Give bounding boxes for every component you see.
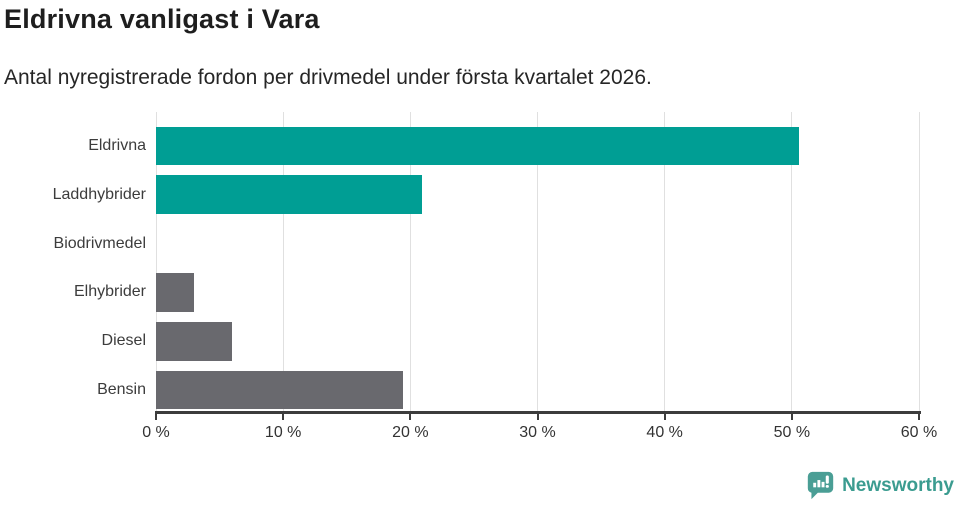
gridline [537,112,538,413]
category-label: Elhybrider [73,283,146,301]
gridline [664,112,666,413]
bar [156,322,233,361]
gridline [409,112,411,413]
gridline [791,112,793,413]
gridline [918,112,920,413]
axis-tick [663,414,666,420]
category-label: Biodrivmedel [53,234,146,252]
gridline [155,112,157,413]
axis-tick [790,414,793,420]
axis-tick-label: 60 % [900,424,938,441]
axis-tick-label: 30 % [519,424,556,441]
brand-footer: Newsworthy [806,470,954,501]
axis-tick [155,414,157,420]
chart-title: Eldrivna vanligast i Vara [4,4,320,34]
axis-tick [536,414,539,420]
chart-subtitle: Antal nyregistrerade fordon per drivmede… [4,66,652,89]
bar [156,370,403,410]
category-label: Eldrivna [88,136,146,154]
x-axis-line [154,411,921,414]
bar-chart: 0 % 10 % 20 % 30 % 40 % 50 % 60 % Eldrivna Laddh… [52,112,938,441]
axis-tick [282,414,285,420]
gridline [282,112,284,413]
axis-tick [918,414,920,420]
bar [156,273,195,312]
axis-tick-label: 10 % [264,424,302,441]
bar [156,126,800,166]
axis-tick-label: 0 % [142,424,170,441]
brand-name: Newsworthy [842,474,954,496]
axis-tick-label: 50 % [773,424,811,441]
axis-tick-label: 20 % [392,424,429,441]
category-label: Bensin [97,381,146,399]
axis-tick-label: 40 % [646,424,683,441]
newsworthy-logo-icon [806,470,835,501]
bar [156,175,422,215]
category-label: Diesel [101,332,146,350]
category-label: Laddhybrider [52,185,146,203]
axis-tick [409,414,412,420]
